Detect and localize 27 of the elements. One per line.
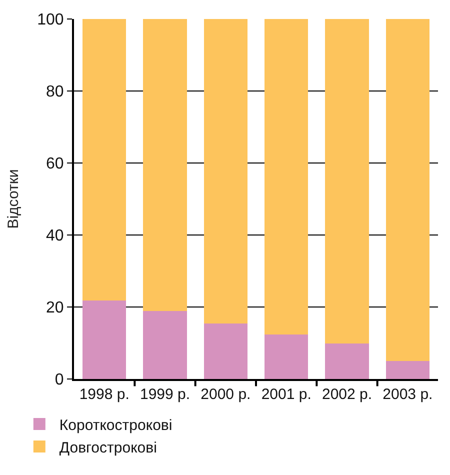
x-tick-label: 2001 р. bbox=[261, 386, 312, 403]
bar bbox=[82, 19, 126, 301]
bar bbox=[264, 19, 308, 334]
y-tick-label: 100 bbox=[37, 12, 64, 29]
x-tick-label: 2000 р. bbox=[200, 386, 251, 403]
bar bbox=[325, 19, 369, 344]
bar bbox=[143, 310, 187, 379]
x-tick-label: 2003 р. bbox=[382, 386, 433, 403]
y-tick-label: 0 bbox=[54, 372, 64, 389]
bar bbox=[386, 361, 430, 379]
bar bbox=[143, 19, 187, 311]
legend-label: Короткострокові bbox=[59, 416, 172, 434]
bar bbox=[264, 334, 308, 379]
y-axis-title: Відсотки bbox=[4, 169, 22, 229]
x-tick-label: 1998 р. bbox=[79, 386, 130, 403]
bar bbox=[82, 300, 126, 379]
x-tick-label: 2002 р. bbox=[322, 386, 372, 403]
x-tick-label: 1999 р. bbox=[140, 386, 190, 403]
y-tick-label: 60 bbox=[46, 156, 64, 173]
y-tick-label: 20 bbox=[46, 300, 64, 317]
y-tick-label: 80 bbox=[46, 84, 64, 101]
bar bbox=[325, 344, 369, 379]
legend-label: Довгострокові bbox=[59, 439, 157, 456]
y-tick-label: 40 bbox=[46, 228, 64, 245]
bar bbox=[204, 19, 248, 324]
bar bbox=[204, 324, 248, 379]
bar bbox=[386, 19, 430, 361]
